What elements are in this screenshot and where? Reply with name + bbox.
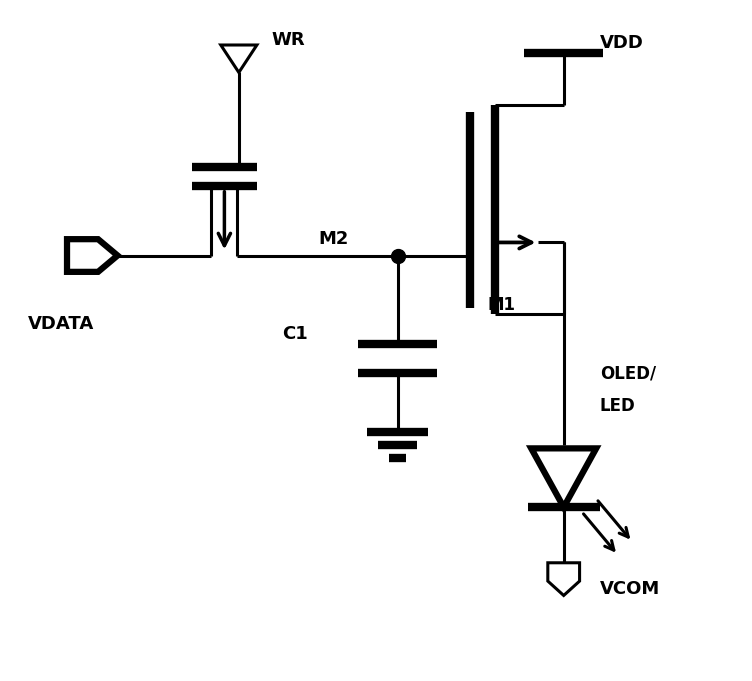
Text: VCOM: VCOM <box>600 580 660 598</box>
Polygon shape <box>67 239 117 272</box>
Text: VDD: VDD <box>600 34 644 52</box>
Text: M2: M2 <box>318 230 349 248</box>
Text: M1: M1 <box>488 296 516 313</box>
Polygon shape <box>221 45 257 72</box>
Polygon shape <box>547 563 580 595</box>
Text: WR: WR <box>271 31 305 49</box>
Text: VDATA: VDATA <box>28 315 94 333</box>
Text: C1: C1 <box>282 325 308 343</box>
Text: OLED/: OLED/ <box>600 364 656 382</box>
Polygon shape <box>531 448 596 507</box>
Text: LED: LED <box>600 397 635 415</box>
